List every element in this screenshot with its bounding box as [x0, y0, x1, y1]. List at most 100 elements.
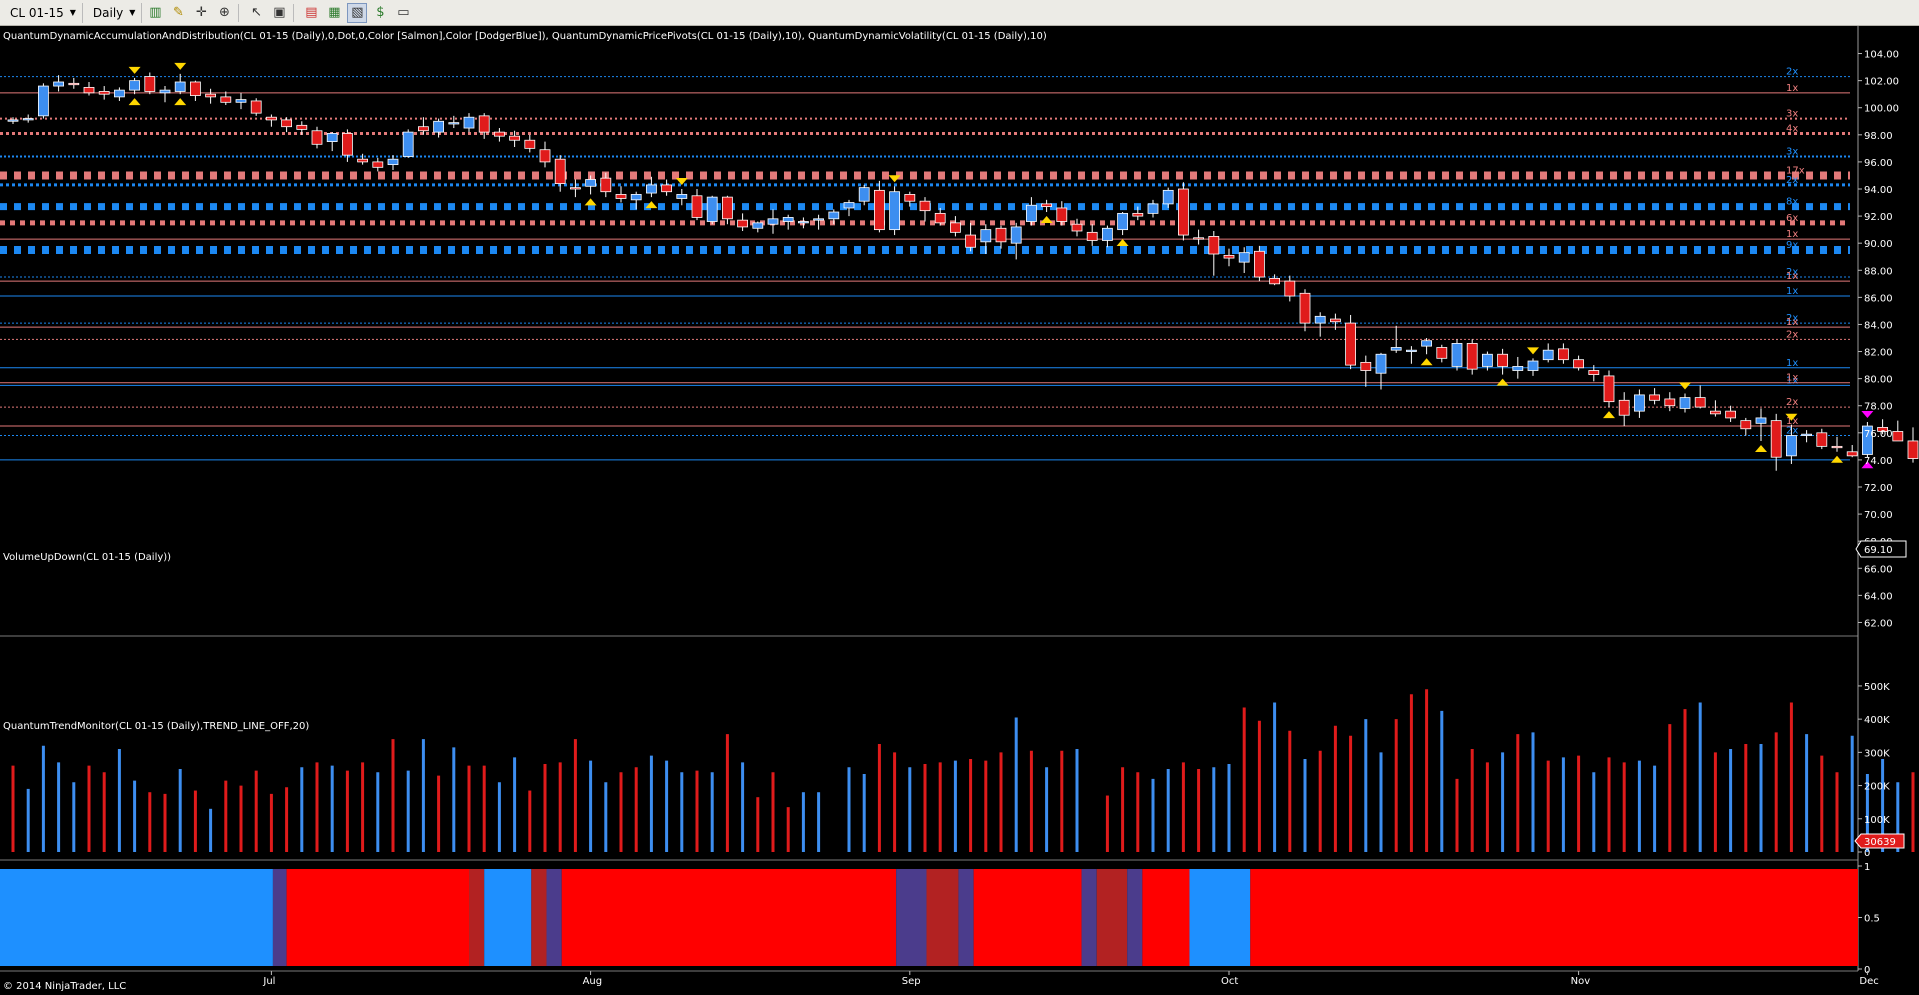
window-icon[interactable]: ▭ [397, 5, 410, 20]
chart-grid [0, 26, 1859, 972]
volume-tick-label: 0 [1864, 848, 1870, 859]
pivot-tag: 2x [1786, 267, 1798, 278]
draw-pencil-icon[interactable]: ✎ [172, 5, 184, 20]
candle-body [1178, 188, 1189, 236]
pivot-tag: 2x [1786, 397, 1798, 408]
zoom-icon[interactable]: ⊕ [218, 5, 230, 20]
volume-tick-label: 500K [1864, 682, 1890, 693]
crosshair-icon[interactable]: ✛ [195, 5, 207, 20]
candle-body [691, 195, 703, 218]
pivot-tag: 3x [1786, 146, 1798, 157]
candle-body [1649, 394, 1660, 401]
chart-trader-icon[interactable]: ▤ [305, 5, 318, 20]
candle-body [1436, 347, 1448, 359]
candle-body [554, 158, 566, 184]
candle-body [98, 91, 110, 95]
candle-body [1330, 318, 1341, 323]
trend-band [272, 869, 287, 966]
pivot-tag: 1x [1786, 229, 1798, 240]
candle-body [813, 218, 824, 221]
trend-band [286, 869, 469, 966]
candle-body [1664, 398, 1676, 407]
candle-body [1254, 250, 1265, 278]
time-tick-label: Aug [583, 976, 603, 987]
price-tick-label: 82.00 [1864, 348, 1893, 359]
candle-body [22, 118, 34, 121]
pivot-tag: 9x [1786, 240, 1798, 251]
candle-body [417, 126, 429, 132]
candle-body [585, 179, 596, 187]
pivot-tag: 2x [1786, 329, 1798, 340]
trend-band [469, 869, 485, 966]
candle-body [1862, 425, 1873, 455]
candle-body [1542, 349, 1554, 361]
bar-style-icon[interactable]: ▥ [149, 5, 162, 20]
interval-dropdown[interactable]: Daily ▼ [87, 2, 143, 23]
workspace-icon[interactable]: $ [376, 5, 385, 20]
candle-body [1892, 431, 1904, 442]
candle-body [296, 124, 308, 130]
candle-body [661, 184, 672, 193]
toolbar-separator [238, 3, 240, 22]
candle-body [1406, 349, 1417, 352]
instrument-dropdown[interactable]: CL 01-15 ▼ [4, 2, 83, 23]
pivot-tag: 4x [1786, 123, 1798, 134]
price-tick-label: 76.00 [1864, 429, 1893, 440]
candle-body [1497, 353, 1508, 367]
candle-body [1314, 315, 1326, 324]
candle-body [1345, 322, 1356, 366]
price-tick-label: 90.00 [1864, 239, 1893, 250]
candlesticks [7, 72, 1919, 471]
pivot-tag: 3x [1786, 109, 1798, 120]
candle-body [1223, 254, 1235, 259]
candle-body [980, 229, 992, 243]
candle-body [235, 99, 247, 103]
last-volume-value: 30639 [1864, 837, 1896, 848]
pivot-tag: 1x [1786, 416, 1798, 427]
candle-body [995, 227, 1007, 243]
trend-indicator-label: QuantumTrendMonitor(CL 01-15 (Daily),TRE… [3, 721, 309, 732]
candle-body [341, 133, 353, 156]
candle-body [1770, 420, 1782, 458]
candle-body [402, 131, 414, 157]
axes: 104.00 102.00 100.00 98.00 96.00 94.00 92.00 90… [262, 50, 1899, 987]
copyright-text: © 2014 NinjaTrader, LLC [3, 981, 126, 992]
trend-band [896, 869, 927, 966]
candle-body [782, 217, 794, 222]
candle-body [950, 222, 961, 233]
candle-body [1816, 432, 1828, 447]
candle-body [1710, 410, 1721, 415]
strategy-icon[interactable]: ▧ [347, 2, 368, 23]
candle-body [1026, 204, 1037, 222]
trend-band [1127, 869, 1143, 966]
trend-tick-label: 0.5 [1864, 914, 1880, 925]
data-box-icon[interactable]: ▦ [328, 5, 341, 20]
candle-body [1147, 203, 1159, 214]
candle-body [1208, 236, 1220, 255]
candle-body [737, 219, 748, 228]
pivot-high-marker [1785, 413, 1798, 421]
properties-icon[interactable]: ▣ [273, 5, 286, 20]
candle-body [1162, 189, 1174, 205]
candle-body [934, 212, 946, 224]
candle-body [1466, 343, 1478, 370]
price-tick-label: 62.00 [1864, 618, 1893, 629]
pointer-icon[interactable]: ↖ [250, 5, 262, 20]
trend-tick-label: 1 [1864, 862, 1870, 873]
pivot-low-marker [1040, 216, 1053, 224]
volume-bars [11, 689, 1915, 852]
trend-band [561, 869, 897, 966]
pivot-low-marker [128, 98, 141, 106]
chart-canvas[interactable]: 2x1x3x4x3x17x2x8x6x1x9x2x1x1x2x1x2x1x1x1… [0, 26, 1919, 995]
candle-body [189, 81, 201, 96]
pivot-tag: 8x [1786, 197, 1798, 208]
candle-body [1117, 212, 1128, 231]
candle-body [387, 158, 399, 166]
candle-body [53, 81, 64, 87]
pivot-tag: 1x [1786, 271, 1798, 282]
trend-band [1189, 869, 1251, 966]
price-tick-label: 104.00 [1864, 50, 1899, 61]
price-tick-label: 98.00 [1864, 131, 1893, 142]
volume-tick-label: 300K [1864, 748, 1890, 759]
candle-body [600, 177, 612, 193]
